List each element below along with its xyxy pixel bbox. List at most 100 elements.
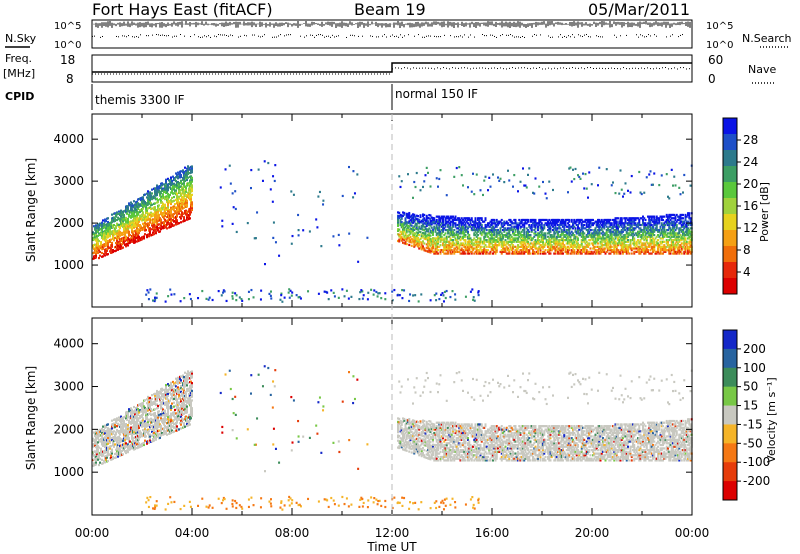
- power-echo-cell: [156, 190, 158, 193]
- power-echo-cell: [490, 220, 493, 223]
- power-echo-cell: [484, 217, 487, 220]
- power-echo-cell: [573, 218, 576, 222]
- power-echo-cell: [438, 215, 441, 218]
- power-echo-cell: [141, 226, 143, 230]
- power-echo-cell: [170, 202, 172, 206]
- power-echo-cell: [662, 230, 664, 233]
- power-echo-cell: [650, 245, 653, 248]
- power-echo-cell: [453, 217, 456, 220]
- power-echo-cell: [637, 235, 639, 238]
- power-echo-cell: [547, 250, 549, 253]
- power-echo-cell: [609, 242, 612, 245]
- power-echo-cell: [460, 217, 463, 220]
- power-echo-cell: [438, 177, 441, 181]
- power-echo-cell: [398, 233, 401, 236]
- power-echo-cell: [115, 249, 117, 252]
- nsearch-point: [378, 36, 379, 38]
- nave-point: [125, 73, 126, 75]
- power-echo-cell: [121, 243, 123, 246]
- power-echo-cell: [420, 228, 423, 231]
- power-echo-cell: [499, 230, 502, 233]
- power-echo-cell: [443, 239, 446, 242]
- power-echo-cell: [101, 221, 103, 224]
- power-echo-cell: [100, 242, 102, 246]
- power-echo-cell: [595, 225, 598, 228]
- power-echo-cell: [144, 193, 146, 196]
- power-echo-cell: [568, 233, 571, 237]
- power-echo-cell: [482, 193, 484, 197]
- power-echo-cell: [628, 227, 631, 230]
- power-echo-cell: [502, 233, 504, 237]
- power-echo-cell: [492, 245, 494, 248]
- power-echo-cell: [593, 247, 596, 250]
- power-echo-cell: [479, 252, 482, 255]
- power-echo-cell: [459, 222, 462, 225]
- power-echo-cell: [592, 247, 594, 250]
- power-echo-cell: [523, 222, 526, 225]
- power-echo-cell: [570, 220, 573, 223]
- power-echo-cell: [522, 252, 524, 255]
- power-echo-cell: [538, 223, 541, 227]
- power-echo-cell: [110, 247, 112, 251]
- power-echo-cell: [495, 220, 498, 223]
- power-echo-cell: [432, 233, 434, 236]
- power-echo-cell: [672, 239, 674, 242]
- power-echo-cell: [100, 244, 102, 247]
- power-echo-cell: [455, 249, 458, 252]
- power-echo-cell: [573, 240, 576, 243]
- power-echo-cell: [607, 228, 609, 232]
- power-echo-cell: [161, 201, 163, 204]
- power-echo-cell: [597, 250, 599, 253]
- power-echo-cell: [453, 242, 456, 245]
- power-echo-cell: [130, 207, 132, 210]
- power-echo-cell: [493, 247, 496, 250]
- power-echo-cell: [622, 249, 624, 252]
- power-echo-cell: [149, 206, 151, 209]
- power-echo-cell: [519, 232, 522, 235]
- power-echo-cell: [573, 225, 576, 228]
- power-echo-cell: [412, 238, 414, 241]
- power-echo-cell: [165, 208, 167, 212]
- power-echo-cell: [550, 249, 553, 252]
- power-echo-cell: [180, 217, 182, 220]
- power-echo-cell: [434, 252, 437, 255]
- power-echo-cell: [519, 240, 522, 243]
- power-echo-cell: [658, 252, 661, 255]
- power-echo-cell: [552, 247, 554, 250]
- power-echo-cell: [189, 217, 191, 220]
- power-echo-cell: [503, 244, 506, 247]
- power-echo-cell: [463, 220, 466, 223]
- power-echo-cell: [572, 233, 574, 237]
- nsearch-point: [638, 36, 639, 38]
- power-echo-cell: [540, 222, 543, 225]
- power-echo-cell: [660, 240, 663, 243]
- power-echo-cell: [435, 232, 438, 235]
- power-echo-cell: [182, 199, 184, 202]
- power-echo-cell: [480, 228, 483, 232]
- power-echo-cell: [555, 249, 558, 252]
- nave-point: [167, 73, 168, 75]
- power-echo-cell: [494, 225, 497, 228]
- nsearch-point: [582, 36, 583, 38]
- power-echo-cell: [517, 244, 519, 247]
- power-echo-cell: [562, 218, 564, 222]
- power-echo-cell: [500, 249, 503, 252]
- power-echo-cell: [414, 237, 417, 240]
- power-echo-cell: [164, 211, 166, 214]
- power-echo-cell: [454, 215, 457, 218]
- power-echo-cell: [657, 233, 659, 237]
- power-echo-cell: [639, 250, 642, 253]
- power-echo-cell: [503, 240, 506, 243]
- power-echo-cell: [493, 237, 496, 240]
- nsearch-point: [424, 36, 425, 38]
- power-echo-cell: [559, 233, 562, 237]
- power-echo-cell: [570, 245, 573, 248]
- power-echo-cell: [407, 224, 409, 228]
- power-echo-cell: [613, 222, 616, 225]
- power-echo-cell: [619, 218, 622, 222]
- power-echo-cell: [568, 232, 571, 235]
- power-echo-cell: [444, 252, 447, 255]
- power-echo-cell: [603, 233, 606, 237]
- power-echo-cell: [662, 252, 664, 255]
- power-echo-cell: [453, 250, 456, 253]
